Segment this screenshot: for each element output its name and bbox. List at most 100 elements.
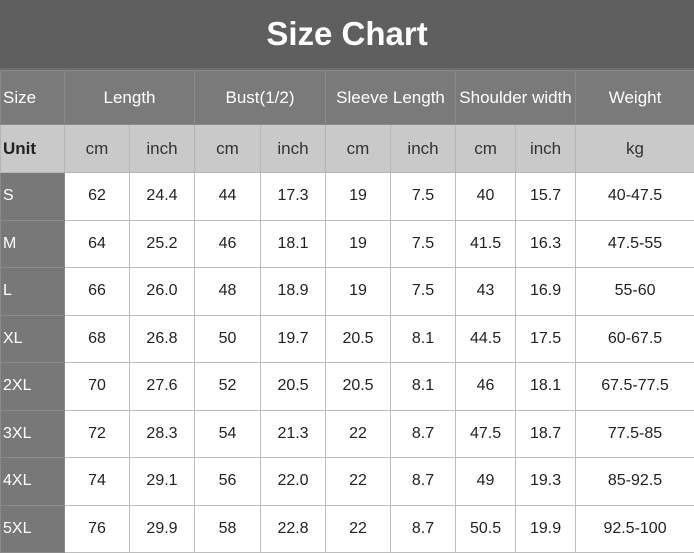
column-header: Shoulder width [456, 71, 576, 125]
table-cell: 41.5 [456, 220, 516, 268]
column-header: Length [65, 71, 195, 125]
table-cell: 29.9 [130, 505, 195, 553]
unit-cell: inch [130, 125, 195, 173]
table-cell: 92.5-100 [576, 505, 694, 553]
table-cell: 29.1 [130, 458, 195, 506]
table-cell: 18.7 [516, 410, 576, 458]
table-cell: 7.5 [391, 268, 456, 316]
size-label: L [1, 268, 65, 316]
table-cell: 58 [195, 505, 261, 553]
size-label: 4XL [1, 458, 65, 506]
table-cell: 77.5-85 [576, 410, 694, 458]
table-cell: 46 [456, 363, 516, 411]
table-cell: 40-47.5 [576, 173, 694, 221]
column-header: Weight [576, 71, 694, 125]
table-cell: 28.3 [130, 410, 195, 458]
table-cell: 46 [195, 220, 261, 268]
table-cell: 18.1 [516, 363, 576, 411]
column-header: Sleeve Length [326, 71, 456, 125]
table-cell: 62 [65, 173, 130, 221]
table-cell: 17.5 [516, 315, 576, 363]
table-cell: 26.0 [130, 268, 195, 316]
table-cell: 40 [456, 173, 516, 221]
table-cell: 22 [326, 458, 391, 506]
table-cell: 52 [195, 363, 261, 411]
table-cell: 19 [326, 268, 391, 316]
table-cell: 22.0 [261, 458, 326, 506]
table-cell: 18.9 [261, 268, 326, 316]
table-cell: 16.3 [516, 220, 576, 268]
table-cell: 47.5 [456, 410, 516, 458]
table-cell: 8.7 [391, 410, 456, 458]
table-cell: 19.9 [516, 505, 576, 553]
table-cell: 85-92.5 [576, 458, 694, 506]
table-cell: 43 [456, 268, 516, 316]
table-cell: 25.2 [130, 220, 195, 268]
table-cell: 50 [195, 315, 261, 363]
size-label: 3XL [1, 410, 65, 458]
table-cell: 66 [65, 268, 130, 316]
table-cell: 19 [326, 220, 391, 268]
table-cell: 27.6 [130, 363, 195, 411]
table-cell: 76 [65, 505, 130, 553]
table-cell: 24.4 [130, 173, 195, 221]
unit-cell: cm [326, 125, 391, 173]
table-cell: 47.5-55 [576, 220, 694, 268]
size-label: S [1, 173, 65, 221]
table-cell: 68 [65, 315, 130, 363]
table-cell: 55-60 [576, 268, 694, 316]
table-cell: 17.3 [261, 173, 326, 221]
table-cell: 26.8 [130, 315, 195, 363]
table-cell: 20.5 [261, 363, 326, 411]
size-label: M [1, 220, 65, 268]
table-cell: 54 [195, 410, 261, 458]
size-label: XL [1, 315, 65, 363]
table-cell: 22 [326, 410, 391, 458]
table-cell: 50.5 [456, 505, 516, 553]
table-cell: 60-67.5 [576, 315, 694, 363]
table-cell: 16.9 [516, 268, 576, 316]
size-label: 2XL [1, 363, 65, 411]
unit-cell: inch [391, 125, 456, 173]
unit-cell: cm [65, 125, 130, 173]
table-cell: 44 [195, 173, 261, 221]
unit-cell: cm [456, 125, 516, 173]
table-cell: 8.7 [391, 458, 456, 506]
table-cell: 19 [326, 173, 391, 221]
table-cell: 20.5 [326, 363, 391, 411]
table-cell: 70 [65, 363, 130, 411]
table-cell: 18.1 [261, 220, 326, 268]
table-cell: 20.5 [326, 315, 391, 363]
table-cell: 48 [195, 268, 261, 316]
table-cell: 22.8 [261, 505, 326, 553]
table-cell: 22 [326, 505, 391, 553]
unit-cell: cm [195, 125, 261, 173]
unit-cell: inch [516, 125, 576, 173]
table-cell: 64 [65, 220, 130, 268]
unit-cell: Unit [1, 125, 65, 173]
table-cell: 7.5 [391, 173, 456, 221]
table-cell: 21.3 [261, 410, 326, 458]
table-cell: 19.3 [516, 458, 576, 506]
column-header: Size [1, 71, 65, 125]
table-cell: 19.7 [261, 315, 326, 363]
table-cell: 8.1 [391, 363, 456, 411]
table-cell: 67.5-77.5 [576, 363, 694, 411]
table-cell: 7.5 [391, 220, 456, 268]
unit-cell: inch [261, 125, 326, 173]
table-cell: 74 [65, 458, 130, 506]
table-cell: 8.7 [391, 505, 456, 553]
table-cell: 56 [195, 458, 261, 506]
table-cell: 15.7 [516, 173, 576, 221]
table-cell: 8.1 [391, 315, 456, 363]
